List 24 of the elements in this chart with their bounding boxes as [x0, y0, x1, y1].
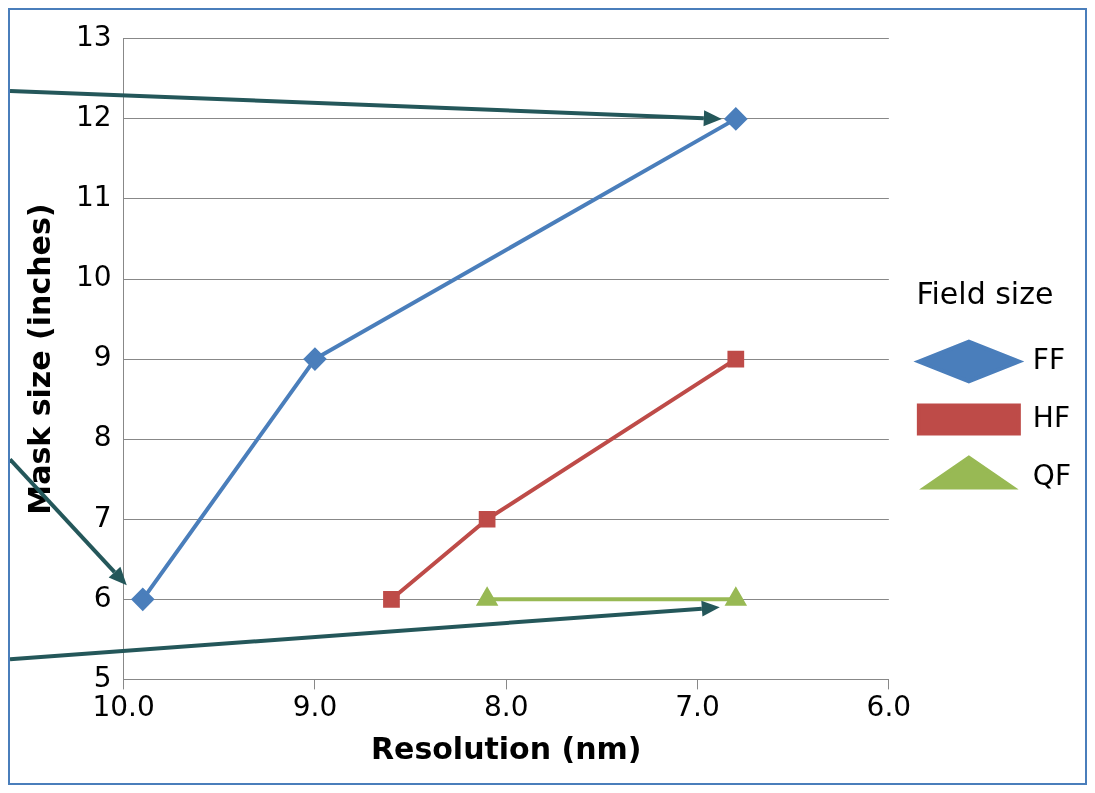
x-tick-label: 6.0 [866, 690, 912, 724]
y-tick-label: 10 [75, 260, 112, 294]
legend-label: HF [1032, 400, 1071, 434]
y-tick-label: 8 [93, 420, 112, 454]
y-axis-title: Mask size (inches) [21, 203, 57, 515]
y-tick-label: 9 [93, 340, 112, 374]
legend-title: Field size [916, 276, 1054, 312]
y-tick-label: 12 [75, 100, 112, 134]
point [131, 588, 154, 611]
point [724, 107, 747, 130]
legend-label: FF [1032, 342, 1066, 376]
point [478, 510, 496, 528]
y-tick-label: 13 [75, 20, 112, 54]
x-tick-label: 8.0 [483, 690, 529, 724]
x-axis-title: Resolution (nm) [370, 730, 642, 766]
x-tick-label: 7.0 [675, 690, 720, 724]
y-tick-label: 7 [93, 500, 112, 534]
y-tick-label: 11 [75, 180, 112, 214]
point [303, 348, 326, 371]
legend-label: QF [1032, 458, 1072, 492]
point [727, 350, 745, 368]
point [383, 590, 400, 608]
x-tick-label: 9.0 [292, 690, 338, 724]
y-tick-label: 6 [93, 580, 112, 614]
